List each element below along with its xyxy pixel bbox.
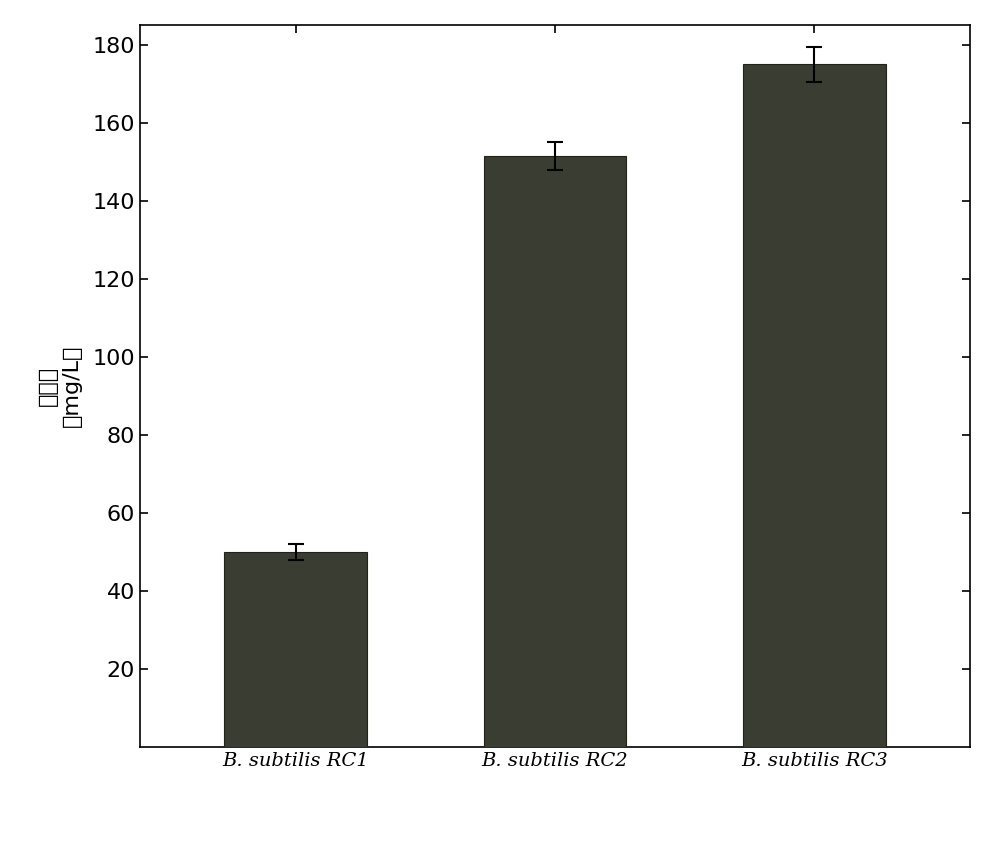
Bar <box>743 65 886 747</box>
Bar <box>224 552 367 747</box>
Bar <box>484 156 626 747</box>
Y-axis label: 核黄素
（mg/L）: 核黄素 （mg/L） <box>38 345 81 428</box>
